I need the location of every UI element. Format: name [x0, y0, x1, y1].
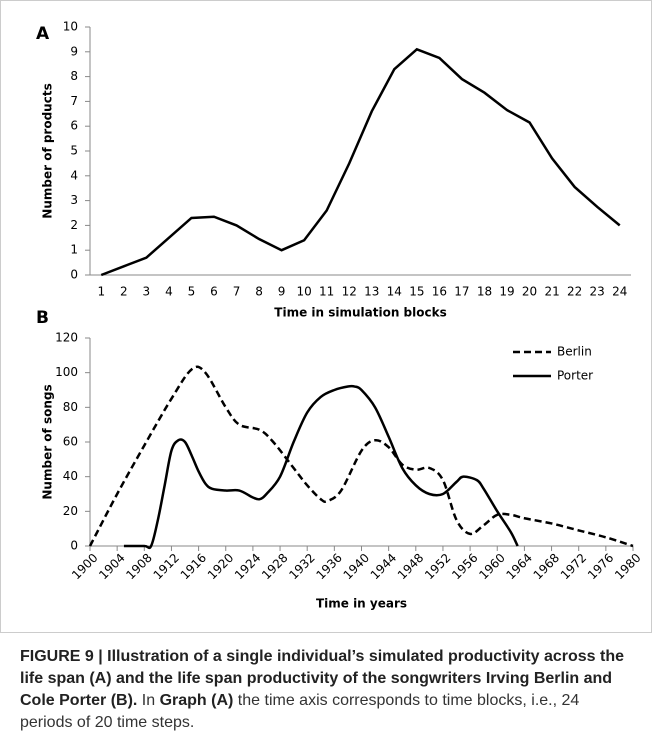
y-tick-label: 8 [70, 69, 78, 83]
y-tick-label: 0 [70, 268, 78, 282]
x-tick-label: 1920 [205, 551, 236, 582]
x-tick-label: 6 [210, 285, 218, 299]
y-tick-label: 80 [63, 400, 78, 414]
x-tick-label: 20 [522, 285, 537, 299]
series-line [88, 365, 634, 548]
x-tick-label: 17 [454, 285, 469, 299]
x-tick-label: 1960 [476, 551, 507, 582]
x-tick-label: 1916 [178, 551, 209, 582]
y-tick-label: 5 [70, 144, 78, 158]
y-tick-label: 1 [70, 243, 78, 257]
y-tick-label: 60 [63, 435, 78, 449]
x-tick-label: 1964 [503, 551, 534, 582]
x-tick-label: 1904 [96, 551, 127, 582]
x-tick-label: 7 [233, 285, 241, 299]
x-tick-label: 11 [319, 285, 334, 299]
x-tick-label: 23 [590, 285, 605, 299]
x-tick-label: 1976 [585, 551, 616, 582]
x-tick-label: 5 [188, 285, 196, 299]
x-tick-label: 8 [255, 285, 263, 299]
y-tick-label: 7 [70, 94, 78, 108]
x-tick-label: 1952 [422, 551, 453, 582]
y-tick-label: 120 [55, 331, 78, 345]
x-tick-label: 4 [165, 285, 173, 299]
x-tick-label: 1956 [449, 551, 480, 582]
panel-label: B [36, 308, 49, 328]
x-tick-label: 19 [499, 285, 514, 299]
caption: FIGURE 9 | Illustration of a single indi… [20, 646, 632, 734]
x-tick-label: 1940 [341, 551, 372, 582]
x-tick-label: 9 [278, 285, 286, 299]
x-tick-label: 2 [120, 285, 128, 299]
series-line [123, 384, 519, 550]
x-tick-label: 14 [387, 285, 402, 299]
line [100, 47, 621, 277]
x-tick-label: 12 [342, 285, 357, 299]
y-axis-label: Number of products [41, 83, 55, 218]
y-tick-label: 9 [70, 44, 78, 58]
legend-label: Berlin [557, 345, 592, 359]
x-tick-label: 16 [432, 285, 447, 299]
x-tick-label: 1980 [612, 551, 643, 582]
x-tick-label: 1972 [558, 551, 589, 582]
x-tick-label: 1936 [313, 551, 344, 582]
y-tick-label: 6 [70, 119, 78, 133]
x-axis-label: Time in years [316, 597, 407, 611]
x-tick-label: 1928 [259, 551, 290, 582]
x-tick-label: 15 [409, 285, 424, 299]
panel-label: A [36, 24, 50, 44]
y-tick-label: 3 [70, 193, 78, 207]
x-tick-label: 10 [297, 285, 312, 299]
x-tick-label: 1948 [395, 551, 426, 582]
x-tick-label: 1968 [531, 551, 562, 582]
y-axis-label: Number of songs [41, 384, 55, 499]
caption-text: In [137, 692, 160, 709]
x-tick-label: 1944 [368, 551, 399, 582]
y-tick-label: 0 [70, 539, 78, 553]
x-tick-label: 3 [143, 285, 151, 299]
y-tick-label: 2 [70, 218, 78, 232]
x-tick-label: 1 [97, 285, 105, 299]
x-tick-label: 13 [364, 285, 379, 299]
y-tick-label: 4 [70, 168, 78, 182]
x-tick-label: 18 [477, 285, 492, 299]
legend-label: Porter [557, 369, 593, 383]
y-tick-label: 10 [63, 20, 78, 34]
caption-text: the time axis corresponds to time blocks… [20, 692, 580, 731]
x-tick-label: 22 [567, 285, 582, 299]
y-tick-label: 100 [55, 365, 78, 379]
x-tick-label: 24 [612, 285, 627, 299]
y-tick-label: 40 [63, 469, 78, 483]
x-tick-label: 21 [544, 285, 559, 299]
x-tick-label: 1912 [151, 551, 182, 582]
x-tick-label: 1924 [232, 551, 263, 582]
caption-text: FIGURE 9 | Illustration of a single indi… [20, 648, 624, 709]
x-tick-label: 1932 [286, 551, 317, 582]
x-axis-label: Time in simulation blocks [274, 306, 446, 320]
x-tick-label: 1900 [69, 551, 100, 582]
caption-text: Graph (A) [159, 692, 234, 709]
x-tick-label: 1908 [123, 551, 154, 582]
y-tick-label: 20 [63, 504, 78, 518]
